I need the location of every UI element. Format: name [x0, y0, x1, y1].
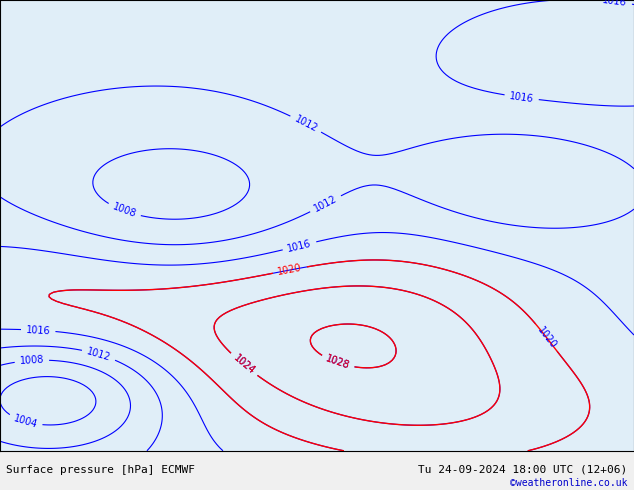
Text: 1024: 1024: [231, 353, 257, 376]
Text: 1028: 1028: [325, 354, 351, 371]
Text: 1016: 1016: [509, 91, 534, 104]
Text: 1020: 1020: [277, 263, 303, 277]
Text: 1028: 1028: [325, 354, 351, 371]
Text: 1012: 1012: [293, 114, 319, 134]
Text: ©weatheronline.co.uk: ©weatheronline.co.uk: [510, 478, 628, 488]
Text: 1016: 1016: [287, 238, 313, 253]
Text: 1020: 1020: [535, 325, 558, 350]
Text: 1016: 1016: [26, 324, 51, 336]
Text: 1012: 1012: [313, 194, 339, 214]
Text: Tu 24-09-2024 18:00 UTC (12+06): Tu 24-09-2024 18:00 UTC (12+06): [418, 465, 628, 474]
Text: 1012: 1012: [86, 346, 112, 363]
Text: 1024: 1024: [231, 353, 257, 376]
Text: 1004: 1004: [12, 414, 39, 430]
Text: 1008: 1008: [111, 202, 138, 220]
Text: Surface pressure [hPa] ECMWF: Surface pressure [hPa] ECMWF: [6, 465, 195, 474]
Text: 1016: 1016: [602, 0, 628, 8]
Text: 1008: 1008: [19, 355, 44, 366]
